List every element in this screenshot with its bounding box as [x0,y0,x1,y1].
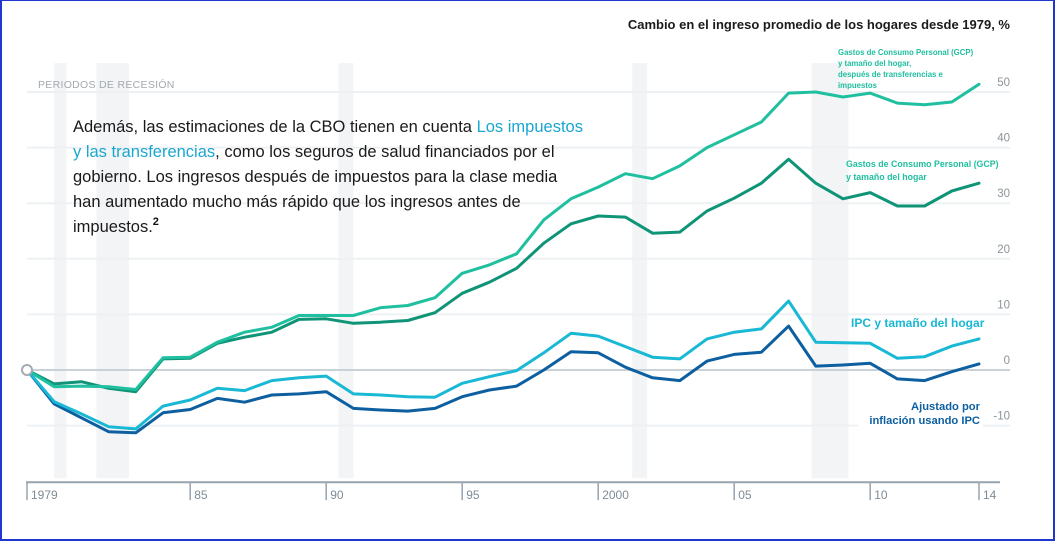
series-label-line: después de transferencias e [838,70,943,79]
x-tick-label: 14 [983,488,997,502]
y-tick-label: 20 [997,244,1010,256]
x-tick-label: 85 [194,488,208,502]
footnote-reference: 2 [152,216,159,228]
intro-text-line4: han aumentado mucho más rápido que los i… [73,193,521,211]
y-tick-label: 0 [1004,355,1010,367]
recession-band [811,63,849,479]
recession-band [54,63,67,479]
origin-marker [21,364,33,376]
series-label-line: y tamaño del hogar [846,172,927,182]
link-text-part1[interactable]: Los impuestos [476,118,583,136]
recession-periods-label: PERIODOS DE RECESIÓN [38,79,175,91]
series-line-cpi-household-size [25,299,981,431]
series-label-line: y tamaño del hogar, [838,59,912,68]
link-text-part2[interactable]: y las transferencias [73,143,216,161]
intro-text-line5: impuestos. [73,218,153,236]
series-label-line: inflación usando IPC [869,415,980,427]
x-tick-label: 10 [874,488,888,502]
recession-band [632,63,648,479]
series-line-cpi-adjusted [25,324,981,435]
intro-text-line2: , como los seguros de salud financiados … [215,143,555,161]
series-label-gcp-household-size: Gastos de Consumo Personal (GCP) y tamañ… [846,158,999,184]
series-label-cpi-adjusted: Ajustado por inflación usando IPC [858,400,983,428]
x-tick-label: 95 [466,488,480,502]
series-label-line: IPC y tamaño del hogar [851,316,985,330]
y-tick-label: 30 [997,188,1010,200]
series-label-line: Ajustado por [911,401,980,413]
x-tick-label: 90 [330,488,344,502]
series-line-gcp-after-transfers-taxes [25,82,981,391]
y-tick-label: 40 [997,133,1010,145]
series-label-line: Gastos de Consumo Personal (GCP) [838,48,974,57]
y-tick-label: 50 [997,77,1010,89]
y-tick-label: -10 [993,411,1010,423]
intro-text-line3: gobierno. Los ingresos después de impues… [73,168,558,186]
series-label-line: impuestos [838,81,877,90]
y-tick-label: 10 [997,299,1010,311]
series-label-cpi-household-size: IPC y tamaño del hogar [851,315,984,331]
x-tick-label: 1979 [31,488,58,502]
recession-band [338,63,354,479]
x-tick-label: 2000 [602,488,629,502]
intro-text-line1: Además, las estimaciones de la CBO tiene… [73,118,477,136]
series-label-gcp-after-transfers-taxes: Gastos de Consumo Personal (GCP) y tamañ… [838,47,973,91]
series-label-line: Gastos de Consumo Personal (GCP) [846,159,999,169]
chart-title: Cambio en el ingreso promedio de los hog… [627,17,1010,32]
x-tick-label: 05 [738,488,752,502]
recession-band [96,63,129,479]
intro-paragraph: Además, las estimaciones de la CBO tiene… [73,115,583,240]
taxes-and-transfers-link[interactable]: Los impuestos y las transferencias [73,118,583,161]
